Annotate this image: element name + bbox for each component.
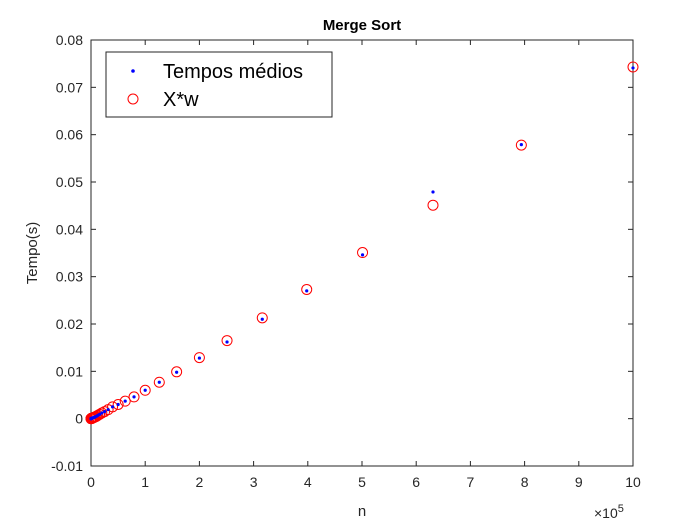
y-tick-label: 0.01 xyxy=(56,363,83,379)
xw-point xyxy=(128,391,140,403)
xw-point xyxy=(515,139,527,151)
x-axis-exponent-base: ×10 xyxy=(594,505,618,521)
xw-point xyxy=(139,384,151,396)
x-axis-label: n xyxy=(358,503,366,520)
legend: Tempos médios X*w xyxy=(105,51,333,118)
tempos-medios-point xyxy=(360,253,365,257)
xw-point xyxy=(90,410,102,422)
series-layer xyxy=(85,61,639,425)
tempos-medios-point xyxy=(123,399,127,403)
y-tick-label: 0.02 xyxy=(56,316,83,332)
x-axis-exponent: ×105 xyxy=(594,503,624,521)
xw-point xyxy=(119,395,131,407)
tempos-medios-point xyxy=(97,412,102,417)
xw-point xyxy=(112,398,124,410)
legend-label-series2: X*w xyxy=(163,89,199,111)
xw-point xyxy=(171,366,183,378)
x-tick-label: 0 xyxy=(87,474,95,490)
y-tick-label: 0.05 xyxy=(56,174,83,190)
xw-point xyxy=(193,352,205,364)
y-tick-label: 0 xyxy=(75,411,83,427)
tempos-medios-point xyxy=(519,143,523,147)
tempos-medios-point xyxy=(143,388,147,392)
x-tick-label: 7 xyxy=(467,474,475,490)
x-axis-exponent-power: 5 xyxy=(618,503,624,515)
tempos-medios-point xyxy=(260,317,264,321)
y-tick-label: 0.08 xyxy=(56,32,83,48)
y-tick-label: 0.03 xyxy=(56,269,83,285)
tempos-medios-point xyxy=(100,411,104,415)
tempos-medios-point xyxy=(106,408,110,412)
xw-point xyxy=(153,376,165,388)
tempos-medios-point xyxy=(157,380,161,384)
x-tick-label: 2 xyxy=(196,474,204,490)
tempos-medios-point xyxy=(103,409,107,414)
x-tick-label: 3 xyxy=(250,474,258,490)
legend-label-series1: Tempos médios xyxy=(163,61,303,83)
legend-marker-circle xyxy=(127,93,139,105)
tempos-medios-point xyxy=(225,340,229,344)
x-tick-label: 6 xyxy=(412,474,420,490)
y-tick-label: 0.06 xyxy=(56,127,83,143)
xw-point xyxy=(427,199,439,211)
tempos-medios-point xyxy=(110,405,115,409)
y-tick-label: -0.01 xyxy=(51,458,83,474)
tempos-medios-point xyxy=(431,190,435,194)
chart-title: Merge Sort xyxy=(323,17,401,34)
x-tick-label: 9 xyxy=(575,474,583,490)
x-tick-label: 5 xyxy=(358,474,366,490)
tempos-medios-point xyxy=(631,66,635,70)
x-tick-label: 10 xyxy=(625,474,641,490)
tempos-medios-point xyxy=(132,395,136,399)
x-tick-label: 8 xyxy=(521,474,529,490)
legend-box xyxy=(105,51,333,118)
xw-point xyxy=(301,283,313,295)
tempos-medios-point xyxy=(116,402,120,407)
tempos-medios-point xyxy=(175,370,179,374)
tempos-medios-point xyxy=(305,289,309,293)
y-axis: -0.01 0 0.01 0.02 0.03 0.04 0.05 0.06 0.07 0.08 xyxy=(51,32,633,474)
y-axis-label: Tempo(s) xyxy=(24,222,41,285)
tempos-medios-point xyxy=(197,356,201,360)
xw-point xyxy=(221,335,233,347)
x-tick-label: 1 xyxy=(141,474,149,490)
y-tick-label: 0.04 xyxy=(56,221,83,237)
x-axis: 0 1 2 3 4 5 6 7 8 9 10 xyxy=(87,40,641,490)
x-tick-label: 4 xyxy=(304,474,312,490)
xw-point xyxy=(627,61,639,73)
legend-marker-dot xyxy=(131,69,135,73)
y-tick-label: 0.07 xyxy=(56,79,83,95)
xw-point xyxy=(357,247,369,259)
xw-point xyxy=(107,401,119,413)
xw-point xyxy=(256,312,268,324)
